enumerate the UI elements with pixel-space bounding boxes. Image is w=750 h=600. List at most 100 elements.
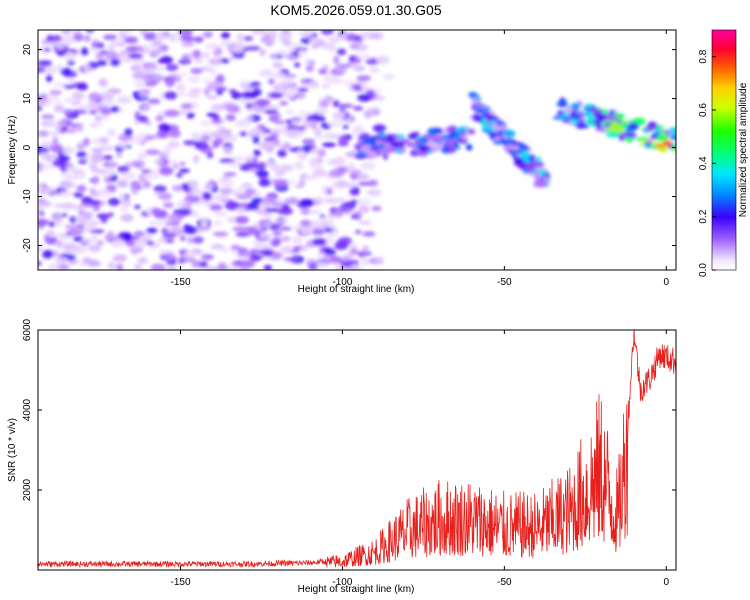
heatmap-blob xyxy=(318,68,328,75)
heatmap-blob xyxy=(168,129,181,138)
heatmap-blob xyxy=(98,190,112,198)
heatmap-blob xyxy=(203,78,213,84)
heatmap-blob xyxy=(275,168,286,177)
heatmap-blob xyxy=(138,166,146,171)
heatmap-track-blob xyxy=(411,131,420,137)
heatmap-blob xyxy=(190,131,202,140)
heatmap-track-blob xyxy=(584,103,593,109)
heatmap-blob xyxy=(321,142,336,148)
spectrogram-y-label: Frequency (Hz) xyxy=(7,116,18,185)
heatmap-blob xyxy=(63,97,74,103)
heatmap-blob xyxy=(206,82,219,91)
heatmap-blob xyxy=(88,110,98,115)
heatmap-blob xyxy=(372,124,387,133)
heatmap-track-blob xyxy=(593,119,600,125)
heatmap-blob xyxy=(83,137,90,147)
heatmap-blob xyxy=(272,237,282,246)
heatmap-blob xyxy=(348,259,360,266)
colorbar-ticks: 0.0 0.2 0.4 0.6 0.8 xyxy=(698,49,716,277)
heatmap-blob xyxy=(190,67,203,75)
heatmap-track-blob xyxy=(559,97,565,102)
x-tick-label: -150 xyxy=(170,277,190,288)
heatmap-blob xyxy=(292,47,308,52)
heatmap-track-blob xyxy=(498,124,508,131)
heatmap-track-blob xyxy=(466,128,476,135)
colorbar-label: Normalized spectral amplitude xyxy=(738,82,749,217)
heatmap-blob xyxy=(309,60,316,66)
heatmap-blob xyxy=(281,30,291,34)
heatmap-blob xyxy=(199,141,209,150)
heatmap-blob xyxy=(161,227,169,235)
heatmap-blob xyxy=(358,220,372,226)
heatmap-blob xyxy=(75,186,87,192)
heatmap-blob xyxy=(358,250,366,258)
heatmap-blob xyxy=(187,236,194,244)
heatmap-blob xyxy=(203,87,210,97)
heatmap-blob xyxy=(284,73,297,79)
heatmap-blob xyxy=(213,231,229,237)
heatmap-blob xyxy=(269,162,280,171)
heatmap-blob xyxy=(119,49,133,56)
heatmap-blob xyxy=(40,114,55,119)
heatmap-blob xyxy=(308,157,321,167)
heatmap-blob xyxy=(317,148,327,157)
heatmap-blob xyxy=(287,54,298,61)
heatmap-blob xyxy=(162,202,175,208)
heatmap-track-blob xyxy=(495,120,504,124)
heatmap-blob xyxy=(92,151,104,161)
heatmap-blob xyxy=(322,64,329,70)
heatmap-track-blob xyxy=(494,135,502,141)
heatmap-blob xyxy=(46,232,59,237)
heatmap-blob xyxy=(294,161,304,170)
heatmap-blob xyxy=(336,66,348,73)
heatmap-blob xyxy=(353,64,366,72)
heatmap-blob xyxy=(55,124,62,133)
heatmap-track-blob xyxy=(654,143,668,148)
heatmap-blob xyxy=(354,229,362,234)
heatmap-blob xyxy=(279,100,288,106)
heatmap-blob xyxy=(221,179,234,188)
heatmap-blob xyxy=(65,165,74,171)
heatmap-blob xyxy=(339,255,352,262)
heatmap-blob xyxy=(42,249,54,259)
heatmap-blob xyxy=(255,169,269,177)
heatmap-blob xyxy=(60,172,72,179)
heatmap-blob xyxy=(361,257,369,266)
heatmap-blob xyxy=(336,180,348,187)
heatmap-blob xyxy=(200,120,212,126)
heatmap-blob xyxy=(72,91,85,101)
heatmap-blob xyxy=(318,99,330,108)
heatmap-blob xyxy=(60,202,74,208)
heatmap-blob xyxy=(204,266,221,270)
heatmap-blob xyxy=(349,264,360,270)
heatmap-blob xyxy=(90,121,103,127)
heatmap-blob xyxy=(224,202,241,211)
heatmap-blob xyxy=(271,71,286,79)
heatmap-blob xyxy=(210,103,226,112)
heatmap-blob xyxy=(221,247,230,253)
heatmap-blob xyxy=(147,98,161,105)
heatmap-track-blob xyxy=(539,169,546,176)
heatmap-blob xyxy=(333,55,340,65)
heatmap-blob xyxy=(54,101,63,107)
heatmap-blob xyxy=(300,246,307,251)
heatmap-blob xyxy=(64,224,79,229)
heatmap-blob xyxy=(189,88,203,94)
heatmap-blob xyxy=(178,168,190,173)
heatmap-blob xyxy=(330,79,345,84)
heatmap-blob xyxy=(216,179,225,185)
colorbar: 0.0 0.2 0.4 0.6 0.8 Normalized spectral ampl… xyxy=(698,29,749,277)
heatmap-blob xyxy=(150,263,166,270)
heatmap-blob xyxy=(133,204,141,209)
colorbar-tick-label: 0.2 xyxy=(698,209,709,223)
heatmap-blob xyxy=(371,205,382,212)
heatmap-track-blob xyxy=(474,107,486,114)
heatmap-blob xyxy=(149,42,164,48)
heatmap-blob xyxy=(38,247,43,253)
heatmap-track-blob xyxy=(447,145,455,153)
heatmap-blob xyxy=(259,48,266,57)
heatmap-blob xyxy=(292,236,304,245)
heatmap-blob xyxy=(210,243,225,250)
heatmap-track-blob xyxy=(662,146,668,153)
